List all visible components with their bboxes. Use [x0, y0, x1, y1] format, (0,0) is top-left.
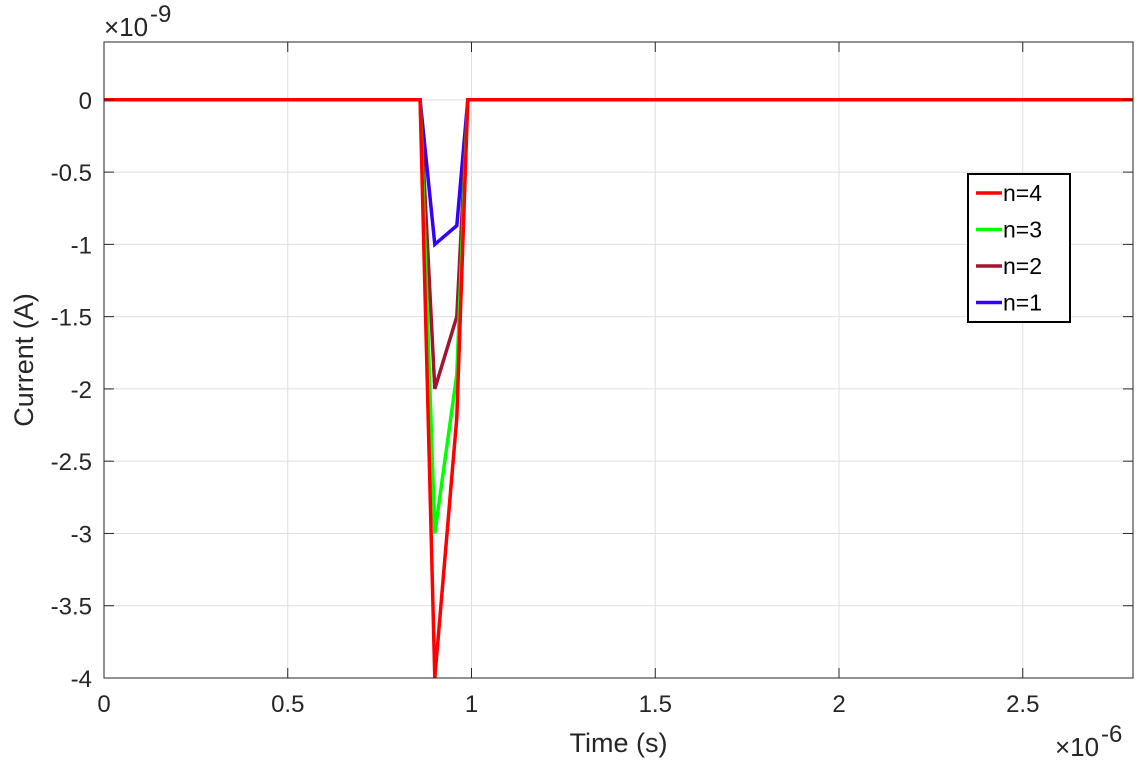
legend-label-n=1: n=1 [1003, 290, 1042, 316]
series-lines [104, 98, 1133, 679]
y-tick-label: -3 [71, 521, 92, 548]
series-line-n=4 [104, 98, 1133, 679]
y-axis-exponent: ×10 [104, 12, 148, 42]
legend-label-n=2: n=2 [1003, 253, 1042, 279]
x-tick-label: 1 [465, 691, 478, 718]
x-axis-exponent: ×10 [1055, 732, 1099, 762]
y-tick-label: -1 [71, 232, 92, 259]
x-tick-label: 0.5 [271, 691, 304, 718]
grid [103, 42, 1133, 679]
plot-area-frame [103, 41, 1134, 679]
x-tick-label: 2 [832, 691, 845, 718]
y-tick-label: -1.5 [51, 305, 92, 332]
x-axis-label: Time (s) [570, 728, 668, 758]
x-tick-label: 0 [97, 691, 110, 718]
y-tick-label: -4 [71, 666, 92, 693]
legend-label-n=4: n=4 [1003, 180, 1042, 206]
y-axis-exponent-power: -9 [150, 1, 171, 28]
x-axis-exponent-power: -6 [1101, 721, 1122, 748]
x-tick-label: 2.5 [1006, 691, 1039, 718]
y-tick-label: -2 [71, 377, 92, 404]
y-tick-label: 0 [79, 88, 92, 115]
axis-ticks: 0 0.5 1 1.5 2 2.5 0 -0.5 -1 -1.5 -2 -2.5 -3 -3.5 -4 [51, 42, 1133, 718]
legend-label-n=3: n=3 [1003, 217, 1042, 243]
y-tick-label: -0.5 [51, 160, 92, 187]
y-tick-label: -2.5 [51, 449, 92, 476]
x-tick-label: 1.5 [639, 691, 672, 718]
y-tick-label: -3.5 [51, 594, 92, 621]
legend: n=4 n=3 n=2 n=1 [967, 173, 1071, 323]
y-axis-label: Current (A) [9, 293, 39, 427]
legend-box [967, 173, 1071, 323]
